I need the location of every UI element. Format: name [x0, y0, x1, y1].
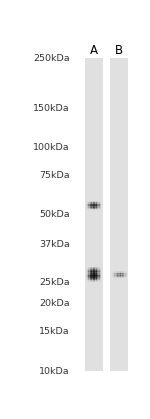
- Text: 100kDa: 100kDa: [33, 143, 70, 152]
- Text: 10kDa: 10kDa: [39, 367, 70, 376]
- Text: B: B: [115, 44, 123, 57]
- Text: 20kDa: 20kDa: [39, 300, 70, 308]
- Text: 150kDa: 150kDa: [33, 103, 70, 113]
- Bar: [85, 58, 103, 371]
- Text: 50kDa: 50kDa: [39, 210, 70, 219]
- Text: 75kDa: 75kDa: [39, 171, 70, 180]
- Text: 250kDa: 250kDa: [33, 54, 70, 63]
- Text: A: A: [90, 44, 98, 57]
- Text: 25kDa: 25kDa: [39, 278, 70, 287]
- Text: 15kDa: 15kDa: [39, 327, 70, 336]
- Text: 37kDa: 37kDa: [39, 240, 70, 248]
- Bar: [110, 58, 128, 371]
